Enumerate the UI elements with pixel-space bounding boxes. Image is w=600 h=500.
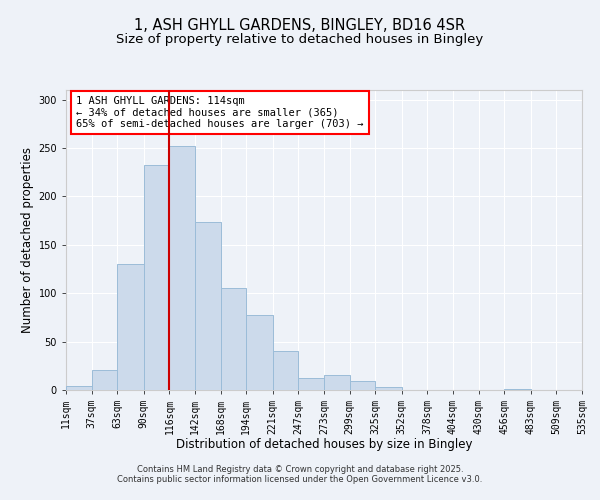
Bar xyxy=(144,164,169,390)
Bar xyxy=(504,389,531,390)
Text: Contains HM Land Registry data © Crown copyright and database right 2025.: Contains HM Land Registry data © Crown c… xyxy=(137,466,463,474)
Bar xyxy=(169,146,195,390)
Bar xyxy=(195,222,221,390)
Bar xyxy=(246,316,273,390)
Text: Contains public sector information licensed under the Open Government Licence v3: Contains public sector information licen… xyxy=(118,476,482,484)
Bar xyxy=(221,288,246,390)
Bar xyxy=(324,374,350,390)
Bar xyxy=(273,352,298,390)
Bar xyxy=(92,370,117,390)
Y-axis label: Number of detached properties: Number of detached properties xyxy=(21,147,34,333)
Text: Size of property relative to detached houses in Bingley: Size of property relative to detached ho… xyxy=(116,32,484,46)
Text: 1, ASH GHYLL GARDENS, BINGLEY, BD16 4SR: 1, ASH GHYLL GARDENS, BINGLEY, BD16 4SR xyxy=(134,18,466,32)
Bar xyxy=(350,382,375,390)
X-axis label: Distribution of detached houses by size in Bingley: Distribution of detached houses by size … xyxy=(176,438,472,452)
Bar xyxy=(298,378,324,390)
Bar xyxy=(375,387,402,390)
Bar xyxy=(66,386,92,390)
Text: 1 ASH GHYLL GARDENS: 114sqm
← 34% of detached houses are smaller (365)
65% of se: 1 ASH GHYLL GARDENS: 114sqm ← 34% of det… xyxy=(76,96,364,129)
Bar xyxy=(117,264,144,390)
